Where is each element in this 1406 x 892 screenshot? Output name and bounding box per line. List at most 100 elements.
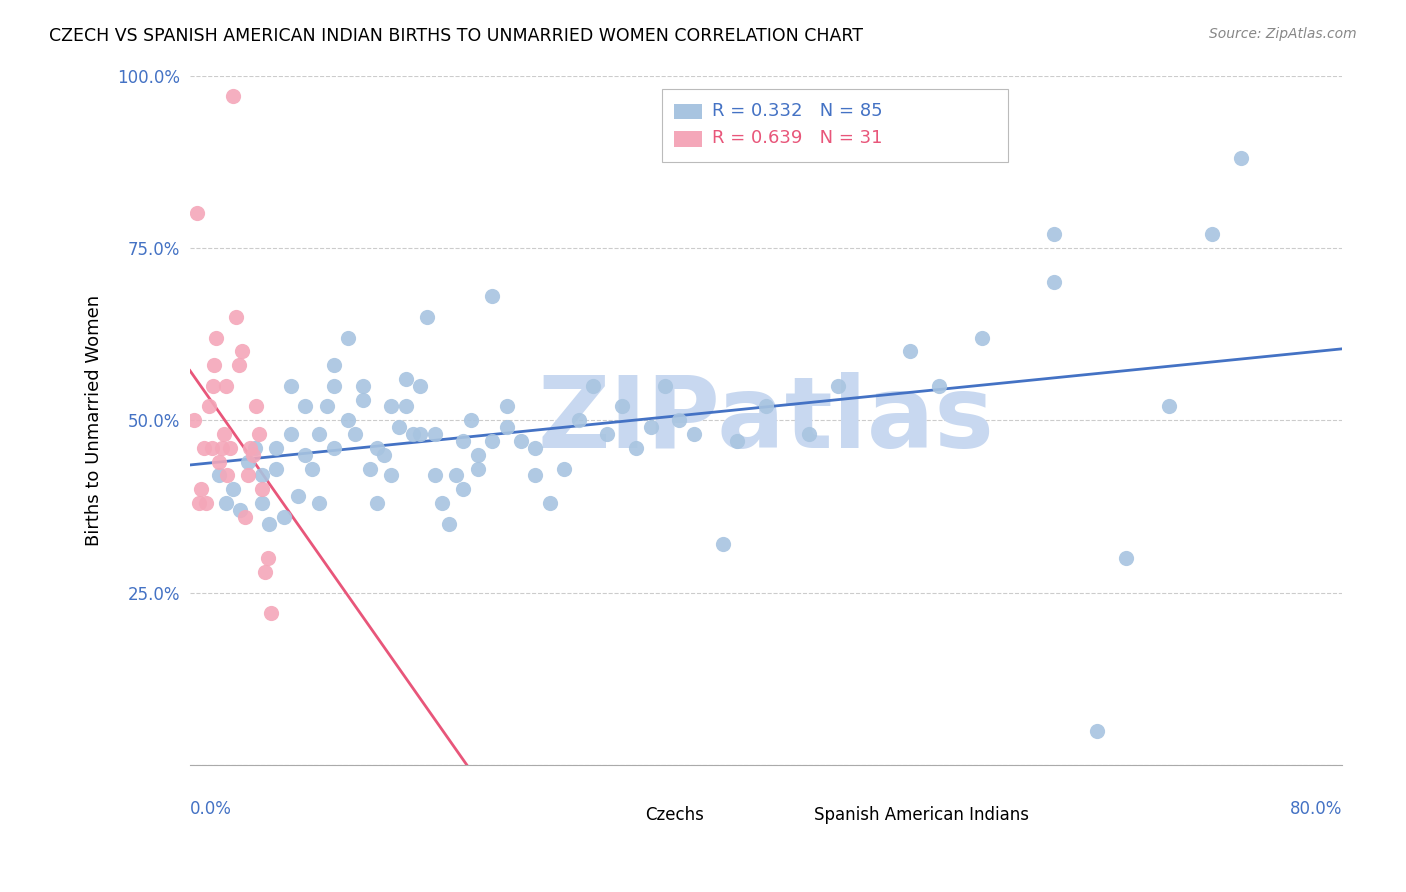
- Point: [219, 441, 242, 455]
- Point: [315, 400, 337, 414]
- Point: [222, 89, 245, 103]
- Point: [1043, 276, 1066, 290]
- Point: [755, 400, 778, 414]
- Point: [395, 372, 418, 386]
- Point: [231, 344, 253, 359]
- Point: [446, 468, 468, 483]
- Y-axis label: Births to Unmarried Women: Births to Unmarried Women: [86, 294, 103, 546]
- Point: [186, 206, 208, 220]
- Point: [257, 516, 280, 531]
- Point: [239, 441, 262, 455]
- Point: [495, 420, 517, 434]
- Point: [208, 455, 231, 469]
- Point: [388, 420, 411, 434]
- Point: [294, 448, 316, 462]
- Point: [352, 379, 374, 393]
- Point: [668, 413, 690, 427]
- Point: [273, 509, 295, 524]
- Point: [366, 496, 388, 510]
- Point: [190, 482, 212, 496]
- Text: 0.0%: 0.0%: [190, 799, 232, 817]
- Point: [898, 344, 921, 359]
- Point: [233, 509, 256, 524]
- Point: [682, 427, 704, 442]
- Point: [928, 379, 950, 393]
- Point: [242, 448, 264, 462]
- Point: [711, 537, 734, 551]
- Point: [217, 468, 239, 483]
- Point: [250, 468, 273, 483]
- Point: [344, 427, 367, 442]
- Point: [582, 379, 605, 393]
- Point: [797, 427, 820, 442]
- Point: [970, 330, 993, 344]
- Point: [243, 441, 266, 455]
- Point: [453, 434, 475, 448]
- Point: [380, 468, 402, 483]
- Text: CZECH VS SPANISH AMERICAN INDIAN BIRTHS TO UNMARRIED WOMEN CORRELATION CHART: CZECH VS SPANISH AMERICAN INDIAN BIRTHS …: [49, 27, 863, 45]
- Point: [510, 434, 533, 448]
- Point: [437, 516, 460, 531]
- Point: [308, 427, 330, 442]
- Point: [228, 358, 250, 372]
- Text: Czechs: Czechs: [645, 805, 704, 823]
- Point: [423, 468, 446, 483]
- FancyBboxPatch shape: [610, 808, 640, 822]
- FancyBboxPatch shape: [778, 808, 807, 822]
- Point: [610, 400, 633, 414]
- Text: Source: ZipAtlas.com: Source: ZipAtlas.com: [1209, 27, 1357, 41]
- Point: [322, 379, 344, 393]
- Point: [395, 400, 418, 414]
- Point: [197, 400, 219, 414]
- Point: [215, 379, 238, 393]
- Text: 80.0%: 80.0%: [1289, 799, 1341, 817]
- Point: [245, 400, 267, 414]
- Point: [1043, 227, 1066, 241]
- Point: [322, 441, 344, 455]
- Point: [294, 400, 316, 414]
- Point: [200, 441, 222, 455]
- Point: [402, 427, 425, 442]
- Point: [222, 482, 245, 496]
- Point: [205, 330, 228, 344]
- Point: [183, 413, 205, 427]
- Point: [524, 441, 547, 455]
- FancyBboxPatch shape: [673, 103, 703, 119]
- Point: [640, 420, 662, 434]
- Point: [322, 358, 344, 372]
- Point: [725, 434, 748, 448]
- Point: [301, 461, 323, 475]
- Text: R = 0.639   N = 31: R = 0.639 N = 31: [711, 129, 882, 147]
- Text: Spanish American Indians: Spanish American Indians: [814, 805, 1029, 823]
- Text: ZIPatlas: ZIPatlas: [537, 372, 994, 469]
- Point: [193, 441, 215, 455]
- Point: [1230, 151, 1253, 165]
- Point: [202, 358, 225, 372]
- Point: [481, 434, 503, 448]
- Point: [373, 448, 395, 462]
- FancyBboxPatch shape: [662, 89, 1008, 161]
- Point: [366, 441, 388, 455]
- Point: [259, 607, 281, 621]
- Point: [409, 379, 432, 393]
- Point: [287, 489, 309, 503]
- Point: [187, 496, 209, 510]
- Point: [654, 379, 676, 393]
- Point: [423, 427, 446, 442]
- Point: [250, 496, 273, 510]
- Point: [211, 441, 233, 455]
- Text: R = 0.332   N = 85: R = 0.332 N = 85: [711, 102, 883, 120]
- Point: [215, 496, 238, 510]
- Point: [626, 441, 648, 455]
- Point: [266, 461, 288, 475]
- Point: [1115, 551, 1137, 566]
- Point: [266, 441, 288, 455]
- Point: [495, 400, 517, 414]
- FancyBboxPatch shape: [673, 131, 703, 146]
- Point: [214, 427, 236, 442]
- Point: [250, 482, 273, 496]
- Point: [280, 379, 302, 393]
- Point: [337, 413, 360, 427]
- Point: [827, 379, 849, 393]
- Point: [359, 461, 381, 475]
